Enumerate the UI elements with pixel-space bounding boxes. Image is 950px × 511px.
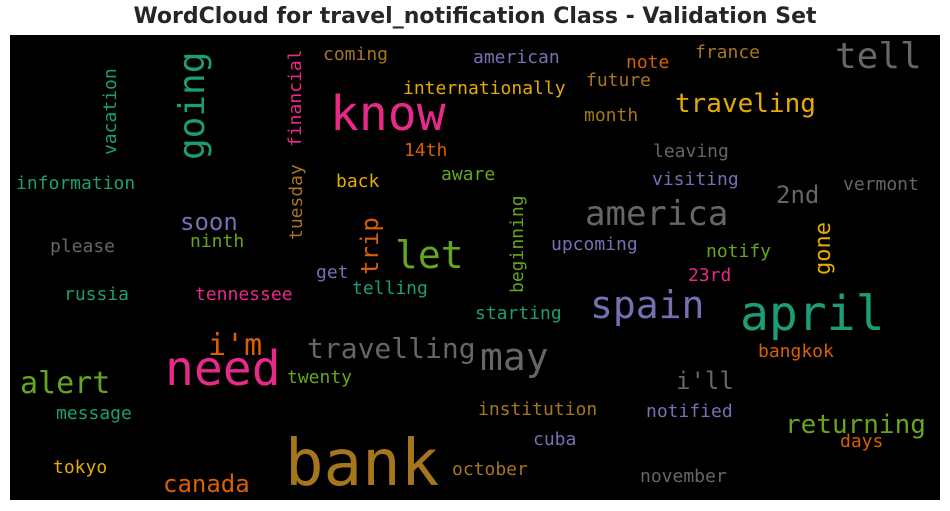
word-russia: russia [64,284,129,305]
word-need: need [165,341,281,397]
word-bank: bank [285,427,439,500]
word-note: note [626,52,669,73]
word-canada: canada [163,470,250,498]
word-april: april [740,286,885,342]
word-coming: coming [323,44,388,65]
word-starting: starting [475,303,562,324]
word-beginning: beginning [507,195,528,293]
word-let: let [395,233,464,277]
word-days: days [840,431,883,452]
word-america: america [585,194,728,234]
word-telling: telling [352,278,428,299]
word-tuesday: tuesday [286,164,307,240]
word-tell: tell [835,36,922,77]
word-internationally: internationally [403,78,566,99]
word-month: month [584,105,638,126]
word-back: back [336,171,380,192]
word-spain: spain [590,283,704,327]
word-ninth: ninth [190,231,244,252]
word-soon: soon [180,208,238,236]
word-i-m: i'm [208,328,262,363]
word-aware: aware [441,164,495,185]
word-future: future [586,70,651,91]
word-alert: alert [20,366,110,401]
word-may: may [480,335,549,379]
word-trip: trip [356,217,384,275]
word-notify: notify [706,241,771,262]
word-message: message [56,403,132,424]
word-tokyo: tokyo [53,457,107,478]
word-visiting: visiting [652,169,739,190]
word-traveling: traveling [675,89,816,119]
word-information: information [16,173,135,194]
word-october: october [452,459,528,480]
word-france: france [695,42,760,63]
word-institution: institution [478,399,597,420]
chart-title: WordCloud for travel_notification Class … [133,4,817,29]
word-november: november [640,466,727,487]
word-going: going [172,52,213,160]
word-notified: notified [646,401,733,422]
wordcloud-canvas: bank need know april spain may let tell america g… [10,35,940,500]
word-get: get [316,262,349,283]
word-financial: financial [285,49,306,147]
word-upcoming: upcoming [551,234,638,255]
word-travelling: travelling [307,332,476,365]
word-bangkok: bangkok [758,341,834,362]
word-please: please [50,236,115,257]
word-vermont: vermont [843,174,919,195]
word-14th: 14th [404,140,447,161]
word-vacation: vacation [100,68,121,155]
word-twenty: twenty [287,367,352,388]
word-i-ll: i'll [676,367,734,395]
word-cuba: cuba [533,429,576,450]
word-know: know [330,86,446,142]
word-2nd: 2nd [776,181,819,209]
word-leaving: leaving [653,141,729,162]
word-gone: gone [811,222,836,275]
word-23rd: 23rd [688,265,731,286]
word-returning: returning [785,410,926,440]
word-tennessee: tennessee [195,284,293,305]
word-american: american [473,47,560,68]
